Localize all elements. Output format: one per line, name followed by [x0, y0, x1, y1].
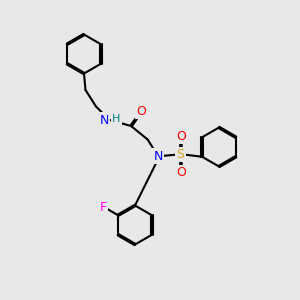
Text: O: O	[176, 130, 186, 143]
Text: N: N	[99, 113, 109, 127]
Text: H: H	[112, 114, 121, 124]
Text: N: N	[153, 149, 163, 163]
Text: F: F	[100, 201, 107, 214]
Text: O: O	[137, 104, 146, 118]
Text: O: O	[176, 166, 186, 179]
Text: S: S	[177, 148, 184, 161]
